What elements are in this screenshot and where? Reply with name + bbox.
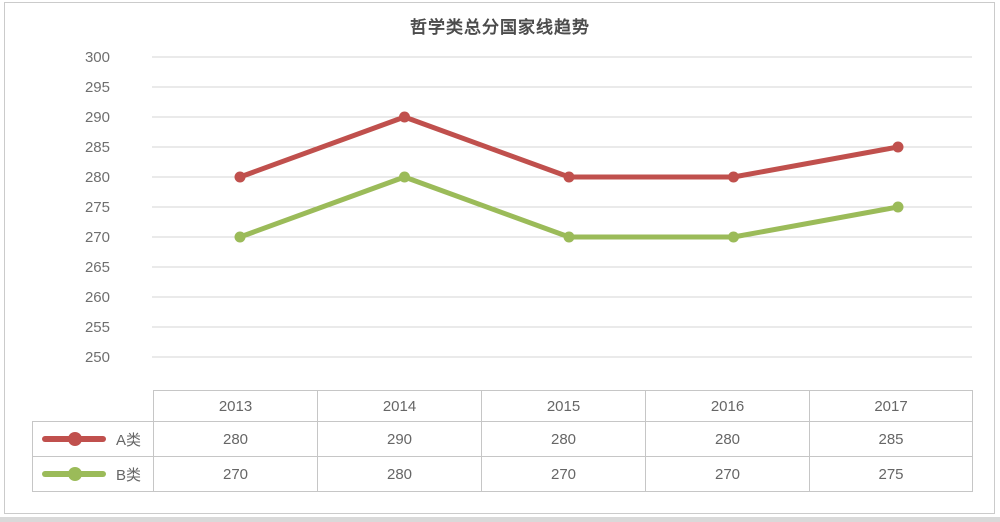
y-axis-tick-label: 250 bbox=[85, 349, 110, 366]
line-chart-svg: 300 295 290 285 280 275 270 265 260 255 250 bbox=[85, 49, 972, 366]
y-axis-tick-label: 290 bbox=[85, 109, 110, 126]
legend-cell-series-a: A类 bbox=[32, 421, 154, 457]
table-cell-value: 285 bbox=[809, 421, 973, 457]
data-point-marker bbox=[563, 231, 575, 243]
data-point-marker bbox=[399, 111, 410, 123]
table-header-year: 2016 bbox=[645, 390, 810, 422]
data-table: 2013 2014 2015 2016 2017 A类 280 290 2 bbox=[32, 390, 973, 492]
data-point-marker bbox=[234, 231, 246, 243]
y-axis-tick-label: 270 bbox=[85, 229, 110, 246]
table-corner-cell bbox=[32, 390, 154, 422]
data-point-marker bbox=[399, 171, 410, 183]
data-point-marker bbox=[728, 231, 739, 243]
table-header-year: 2013 bbox=[153, 390, 318, 422]
table-cell-value: 290 bbox=[317, 421, 482, 457]
data-point-marker bbox=[728, 171, 739, 183]
y-axis-tick-label: 295 bbox=[85, 79, 110, 96]
table-cell-value: 270 bbox=[481, 456, 646, 492]
table-cell-value: 270 bbox=[153, 456, 318, 492]
series-b-line-swatch-icon bbox=[42, 467, 106, 481]
y-axis-tick-label: 280 bbox=[85, 169, 110, 186]
chart-title: 哲学类总分国家线趋势 bbox=[410, 18, 590, 37]
series-a-line-swatch-icon bbox=[42, 432, 106, 446]
y-axis-tick-label: 285 bbox=[85, 139, 110, 156]
table-header-year: 2015 bbox=[481, 390, 646, 422]
data-point-marker bbox=[563, 171, 575, 183]
table-row-series-b: B类 270 280 270 270 275 bbox=[32, 456, 973, 492]
legend-cell-series-b: B类 bbox=[32, 456, 154, 492]
data-point-marker bbox=[892, 201, 904, 213]
table-row-series-a: A类 280 290 280 280 285 bbox=[32, 421, 973, 457]
table-cell-value: 280 bbox=[317, 456, 482, 492]
table-cell-value: 280 bbox=[153, 421, 318, 457]
table-header-year: 2017 bbox=[809, 390, 973, 422]
data-point-marker bbox=[892, 141, 904, 153]
y-axis-tick-label: 300 bbox=[85, 49, 110, 66]
table-header-year: 2014 bbox=[317, 390, 482, 422]
table-cell-value: 275 bbox=[809, 456, 973, 492]
bottom-divider-strip bbox=[0, 517, 1000, 522]
y-axis-tick-label: 260 bbox=[85, 289, 110, 306]
data-point-marker bbox=[234, 171, 246, 183]
table-header-row: 2013 2014 2015 2016 2017 bbox=[32, 390, 973, 422]
y-axis-tick-label: 255 bbox=[85, 319, 110, 336]
y-axis-tick-label: 275 bbox=[85, 199, 110, 216]
table-cell-value: 280 bbox=[481, 421, 646, 457]
table-cell-value: 280 bbox=[645, 421, 810, 457]
table-cell-value: 270 bbox=[645, 456, 810, 492]
legend-label-series-b: B类 bbox=[116, 466, 142, 484]
legend-label-series-a: A类 bbox=[116, 431, 142, 449]
y-axis-tick-label: 265 bbox=[85, 259, 110, 276]
